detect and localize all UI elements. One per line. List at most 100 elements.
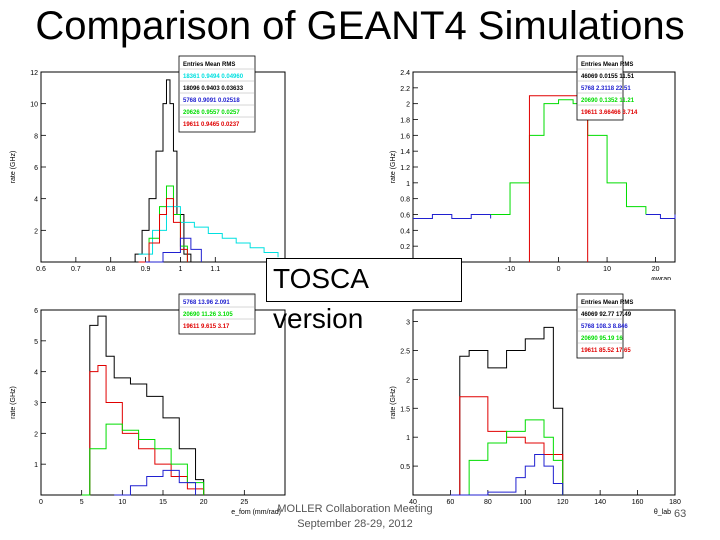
x-axis-label: θ_lab — [654, 509, 671, 516]
y-tick-label: 3 — [34, 401, 38, 408]
y-tick-label: 1.4 — [400, 149, 410, 156]
legend-header: Entries Mean RMS — [581, 300, 633, 306]
series-line — [81, 315, 205, 496]
y-tick-label: 0.6 — [400, 213, 410, 220]
y-tick-label: 1 — [406, 181, 410, 188]
y-tick-label: 1.6 — [400, 133, 410, 140]
legend-entry: 5768 0.9091 0.02518 — [183, 98, 240, 104]
y-tick-label: 0.5 — [400, 464, 410, 471]
series-line — [528, 95, 589, 262]
legend-entry: 20690 11.26 3.105 — [183, 312, 233, 318]
y-tick-label: 6 — [34, 165, 38, 172]
y-tick-label: 4 — [34, 370, 38, 377]
y-tick-label: 0.2 — [400, 244, 410, 251]
y-tick-label: 8 — [34, 133, 38, 140]
legend-box — [178, 293, 256, 335]
x-tick-label: 120 — [557, 499, 569, 506]
legend-entry: 18361 0.9494 0.04960 — [183, 74, 244, 80]
tosca-version-callout: TOSCA version — [266, 258, 462, 334]
legend-entry: 18096 0.9403 0.03633 — [183, 86, 244, 92]
series-line — [450, 326, 564, 496]
series-line — [145, 237, 202, 263]
page-number: 63 — [674, 508, 687, 520]
legend-entry: 20690 0.1352 11.21 — [581, 98, 635, 104]
y-axis-label: rate (GHz) — [390, 151, 397, 184]
series-line — [450, 454, 564, 496]
y-axis-label: rate (GHz) — [10, 151, 17, 184]
plot-bottom-right: 0.5 1 1.5 2 2.5 3 40 60 80 100 120 140 160 180 rate (G… — [390, 293, 681, 516]
series-line — [450, 419, 564, 496]
legend-entry: 5768 108.3 8.846 — [581, 324, 628, 330]
legend-header: Entries Mean RMS — [183, 62, 235, 68]
legend-entry: 5768 2.3118 22.51 — [581, 86, 631, 92]
y-tick-label: 2.5 — [400, 348, 410, 355]
series-line — [138, 206, 279, 258]
y-tick-label: 0.4 — [400, 228, 410, 235]
x-tick-label: 180 — [669, 499, 681, 506]
x-tick-label: 80 — [484, 499, 492, 506]
footer-line1: MOLLER Collaboration Meeting — [277, 503, 433, 515]
y-axis-label: rate (GHz) — [390, 386, 397, 419]
y-tick-label: 1.5 — [400, 406, 410, 413]
x-axis-label: e_fom (mm/rad) — [231, 509, 281, 516]
legend-entry: 5768 13.96 2.091 — [183, 300, 230, 306]
slide-title: Comparison of GEANT4 Simulations — [35, 4, 685, 48]
y-tick-label: 2 — [406, 377, 410, 384]
y-tick-label: 3 — [406, 320, 410, 327]
legend-entry: 46069 92.77 17.49 — [581, 312, 632, 318]
footer: MOLLER Collaboration Meeting September 2… — [270, 502, 440, 532]
legend-entry: 46069 0.0155 11.51 — [581, 74, 635, 80]
y-tick-label: 6 — [34, 308, 38, 315]
legend-box — [576, 55, 624, 121]
x-tick-label: 25 — [240, 499, 248, 506]
x-tick-label: 0 — [557, 266, 561, 273]
legend-entry: 19611 3.66466 3.714 — [581, 110, 638, 116]
series-line — [114, 469, 197, 496]
plot-top-right: 0.2 0.4 0.6 0.8 1 1.2 1.4 1.6 1.8 2 2.2 2.4 -10 0 10 20… — [390, 55, 676, 280]
x-tick-label: 5 — [80, 499, 84, 506]
y-tick-label: 2.2 — [400, 86, 410, 93]
x-tick-label: 0.9 — [141, 266, 151, 273]
x-tick-label: 140 — [594, 499, 606, 506]
x-tick-label: 0 — [39, 499, 43, 506]
x-axis-label: φwrap — [651, 276, 671, 280]
y-tick-label: 1 — [406, 435, 410, 442]
series-line — [413, 214, 492, 219]
x-tick-label: 20 — [200, 499, 208, 506]
y-tick-label: 1 — [34, 462, 38, 469]
legend-entry: 19611 9.615 3.17 — [183, 324, 230, 330]
x-tick-label: 0.6 — [36, 266, 46, 273]
x-tick-label: 100 — [519, 499, 531, 506]
x-tick-label: 60 — [447, 499, 455, 506]
y-tick-label: 12 — [30, 70, 38, 77]
legend-entry: 20690 95.19 16 — [581, 336, 623, 342]
x-tick-label: 0.7 — [71, 266, 81, 273]
legend-entry: 19611 85.52 17.65 — [581, 348, 631, 354]
plot-bottom-left: 1 2 3 4 5 6 0 5 10 15 20 25 rate (GHz) e_fom (mm/rad)… — [10, 293, 286, 516]
x-tick-label: 1.1 — [210, 266, 220, 273]
y-tick-label: 2 — [406, 102, 410, 109]
series-line — [81, 423, 205, 496]
x-tick-label: 15 — [159, 499, 167, 506]
y-tick-label: 10 — [30, 102, 38, 109]
x-tick-label: 40 — [409, 499, 417, 506]
legend-box — [576, 293, 624, 359]
plot-top-left: 2 4 6 8 10 12 0.6 0.7 0.8 0.9 1 1.1 rate (GHz) Entrie… — [10, 55, 286, 273]
y-tick-label: 2 — [34, 431, 38, 438]
series-line — [645, 214, 676, 219]
x-tick-label: 10 — [118, 499, 126, 506]
plot-frame — [412, 71, 676, 263]
y-axis-label: rate (GHz) — [10, 386, 17, 419]
x-tick-label: -10 — [505, 266, 515, 273]
legend-entry: 20626 0.9557 0.0257 — [183, 110, 240, 116]
y-tick-label: 2.4 — [400, 70, 410, 77]
y-tick-label: 4 — [34, 197, 38, 204]
legend-box — [178, 55, 256, 133]
y-tick-label: 5 — [34, 339, 38, 346]
footer-line2: September 28-29, 2012 — [297, 518, 413, 530]
x-tick-label: 20 — [652, 266, 660, 273]
y-tick-label: 1.8 — [400, 118, 410, 125]
x-tick-label: 160 — [632, 499, 644, 506]
y-tick-label: 2 — [34, 228, 38, 235]
legend-entry: 19611 0.9465 0.0237 — [183, 122, 240, 128]
